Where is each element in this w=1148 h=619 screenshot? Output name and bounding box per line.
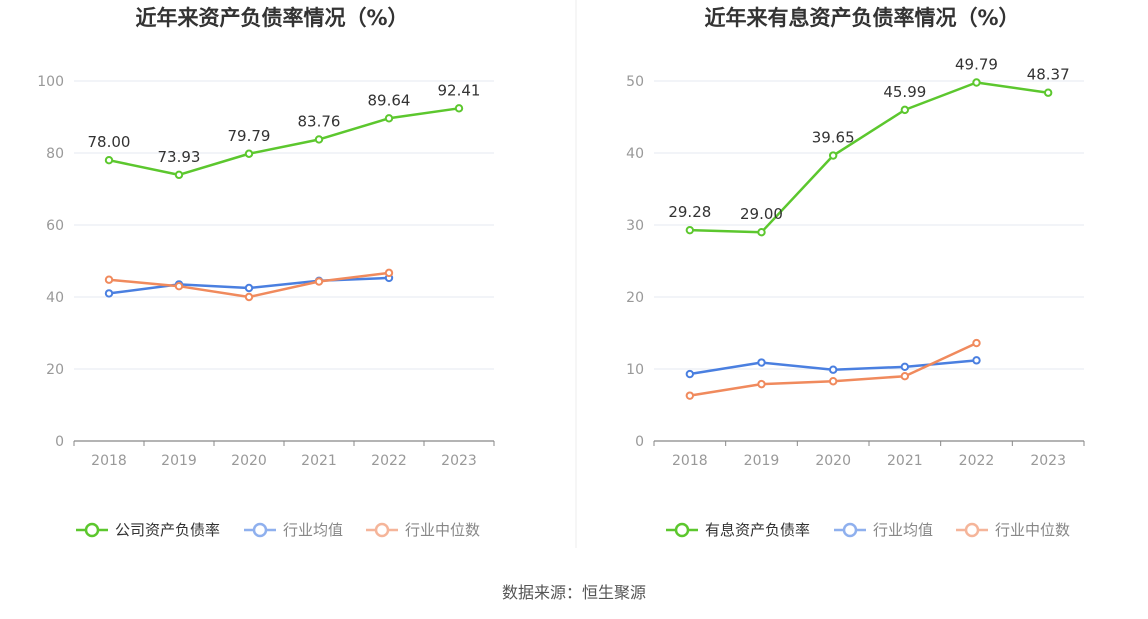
legend-item: 行业中位数 [366,521,480,539]
legend-swatch-marker [964,522,980,538]
legend-label: 公司资产负债率 [115,521,220,539]
data-label: 78.00 [88,133,131,151]
data-point [900,105,910,115]
data-point [972,338,981,348]
y-tick-label: 10 [626,362,644,378]
legend-label: 行业中位数 [405,521,480,539]
chart-debt-ratio: 近年来资产负债率情况（%） 0 20 40 60 80 100 2018 2019 2020 202… [37,6,495,539]
data-point [900,372,910,381]
chart-title: 近年来有息资产负债率情况（%） [704,6,1019,30]
data-label: 89.64 [368,91,411,109]
data-point [314,135,324,144]
data-label: 73.93 [158,148,201,166]
y-tick-label: 30 [626,218,644,234]
data-point [828,151,838,160]
x-tick-label: 2019 [744,453,780,469]
data-label: 48.37 [1027,66,1070,84]
y-tick-label: 50 [626,74,644,90]
legend-swatch-marker [252,522,268,538]
chart-title: 近年来资产负债率情况（%） [135,6,408,30]
data-point [685,225,695,235]
y-tick-label: 0 [55,434,64,450]
data-point [314,277,324,286]
legend-label: 有息资产负债率 [705,521,810,539]
data-point [244,292,254,302]
y-tick-label: 60 [46,218,64,234]
legend-label: 行业中位数 [995,521,1070,539]
x-tick-label: 2022 [959,453,995,469]
chart-interest-bearing-debt-ratio: 近年来有息资产负债率情况（%） 0 10 20 30 40 50 2018 2019 2020 20… [626,6,1085,539]
data-label: 79.79 [228,127,271,145]
series-line-0 [108,107,460,177]
x-tick-label: 2021 [887,453,923,469]
data-point [685,391,695,400]
legend-swatch-marker [84,522,100,538]
y-tick-label: 20 [46,362,64,378]
data-point [757,358,766,367]
y-tick-label: 40 [626,146,644,162]
data-point [384,268,394,278]
data-point [244,149,254,158]
legend-item: 行业均值 [244,521,343,539]
data-point [900,362,910,372]
data-point [757,379,766,389]
x-tick-label: 2020 [231,453,267,469]
data-point [244,283,254,293]
y-tick-label: 40 [46,290,64,306]
data-label: 49.79 [955,56,998,74]
source-label: 数据来源：恒生聚源 [502,583,646,602]
legend-swatch-marker [842,522,858,538]
legend-item: 公司资产负债率 [76,521,220,539]
legend-label: 行业均值 [873,521,933,539]
data-label: 39.65 [812,129,855,147]
legend-item: 有息资产负债率 [666,521,810,539]
data-point [174,282,184,291]
legend-swatch-marker [674,522,690,538]
data-point [104,156,114,165]
legend-swatch-marker [374,522,390,538]
data-label: 45.99 [883,83,926,101]
y-tick-label: 100 [37,74,64,90]
data-point [174,170,184,180]
data-point [828,365,838,374]
y-tick-label: 20 [626,290,644,306]
legend-item: 行业中位数 [956,521,1070,539]
x-tick-label: 2020 [815,453,851,469]
y-tick-label: 0 [635,434,644,450]
data-point [454,104,464,113]
x-tick-label: 2023 [1030,453,1066,469]
data-label: 29.00 [740,205,783,223]
y-tick-label: 80 [46,146,64,162]
x-tick-label: 2019 [161,453,197,469]
data-point [384,114,394,123]
legend-item: 行业均值 [834,521,933,539]
data-point [757,228,766,237]
x-tick-label: 2022 [371,453,407,469]
x-tick-label: 2018 [672,453,708,469]
x-tick-label: 2021 [301,453,337,469]
data-point [828,377,838,386]
data-point [972,78,981,87]
data-label: 92.41 [438,81,481,99]
series-line-0 [689,81,1049,234]
legend-label: 行业均值 [283,521,343,539]
data-point [104,289,114,298]
data-label: 83.76 [298,112,341,130]
data-label: 29.28 [668,203,711,221]
x-tick-label: 2018 [91,453,127,469]
data-point [1043,88,1053,97]
x-tick-label: 2023 [441,453,477,469]
data-point [972,356,981,365]
data-point [685,369,695,379]
data-point [104,275,114,284]
